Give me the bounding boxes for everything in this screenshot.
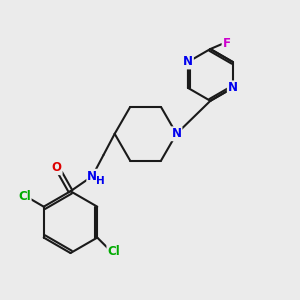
- Text: N: N: [87, 170, 97, 183]
- Text: O: O: [52, 161, 62, 174]
- Text: Cl: Cl: [18, 190, 31, 202]
- Text: N: N: [183, 56, 193, 68]
- Text: N: N: [228, 81, 238, 94]
- Text: H: H: [96, 176, 105, 186]
- Text: Cl: Cl: [107, 245, 120, 258]
- Text: N: N: [172, 127, 182, 140]
- Text: F: F: [223, 37, 231, 50]
